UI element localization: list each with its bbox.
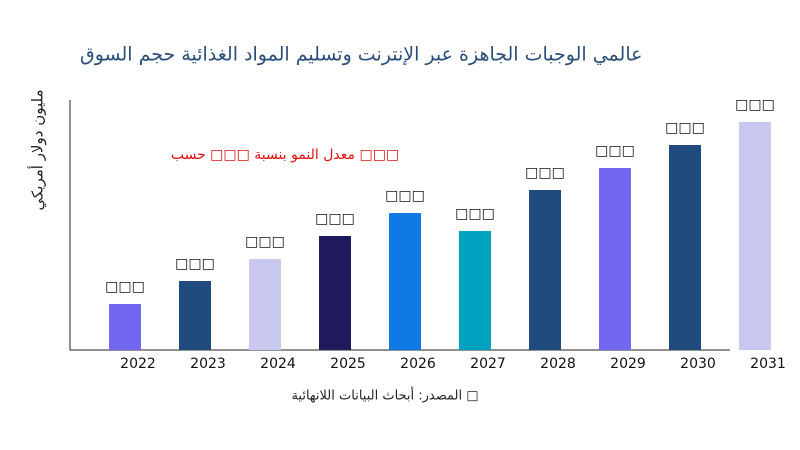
- value-label: □□□: [245, 234, 285, 250]
- value-label: □□□: [315, 211, 355, 227]
- value-label: □□□: [385, 188, 425, 204]
- x-tick-label: 2025: [330, 356, 366, 372]
- value-label: □□□: [595, 143, 635, 159]
- bar: [529, 190, 561, 350]
- bar: [459, 231, 491, 350]
- y-axis-label: مليون دولار أمريكي: [28, 90, 48, 211]
- bar: [599, 168, 631, 350]
- x-tick-label: 2031: [750, 356, 786, 372]
- x-tick-label: 2029: [610, 356, 646, 372]
- bar: [669, 145, 701, 350]
- x-tick-label: 2024: [260, 356, 296, 372]
- x-tick-label: 2022: [120, 356, 156, 372]
- x-tick-label: 2026: [400, 356, 436, 372]
- chart-title: عالمي الوجبات الجاهزة عبر الإنترنت وتسلي…: [80, 44, 642, 66]
- x-tick-label: 2028: [540, 356, 576, 372]
- annotation: معدل النمو بنسبة □□□ حسب □□□: [171, 147, 399, 163]
- value-label: □□□: [105, 279, 145, 295]
- x-tick-label: 2027: [470, 356, 506, 372]
- bar: [249, 259, 281, 350]
- bar: [389, 213, 421, 350]
- bar: [739, 122, 771, 350]
- bar: [109, 304, 141, 350]
- value-label: □□□: [175, 256, 215, 272]
- source: المصدر: أبحاث البيانات اللانهائية □: [291, 387, 478, 404]
- value-label: □□□: [455, 206, 495, 222]
- value-label: □□□: [735, 97, 775, 113]
- x-tick-label: 2030: [680, 356, 716, 372]
- value-label: □□□: [665, 120, 705, 136]
- bar: [319, 236, 351, 350]
- x-tick-label: 2023: [190, 356, 226, 372]
- value-label: □□□: [525, 165, 565, 181]
- bar: [179, 281, 211, 350]
